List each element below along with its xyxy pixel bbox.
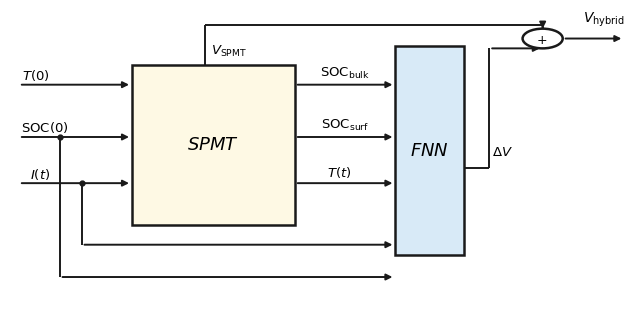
Bar: [396, 46, 464, 256]
Circle shape: [523, 29, 563, 48]
Text: $\mathit{FNN}$: $\mathit{FNN}$: [410, 142, 449, 160]
Text: $\mathrm{SOC}_{\mathrm{surf}}$: $\mathrm{SOC}_{\mathrm{surf}}$: [321, 118, 369, 133]
Text: $V_{\mathrm{hybrid}}$: $V_{\mathrm{hybrid}}$: [582, 11, 624, 29]
Text: $T(0)$: $T(0)$: [22, 68, 50, 83]
Text: +: +: [536, 34, 547, 47]
Text: $V_{\mathrm{SPMT}}$: $V_{\mathrm{SPMT}}$: [211, 43, 248, 58]
Text: $T(t)$: $T(t)$: [326, 165, 351, 180]
Text: $\mathrm{SOC}_{\mathrm{bulk}}$: $\mathrm{SOC}_{\mathrm{bulk}}$: [320, 65, 370, 81]
Text: $\Delta V$: $\Delta V$: [493, 146, 513, 159]
Bar: [132, 65, 295, 225]
Text: $I(t)$: $I(t)$: [30, 167, 51, 181]
Text: $\mathrm{SOC}(0)$: $\mathrm{SOC}(0)$: [21, 121, 68, 135]
Text: $\mathit{SPMT}$: $\mathit{SPMT}$: [188, 136, 239, 154]
